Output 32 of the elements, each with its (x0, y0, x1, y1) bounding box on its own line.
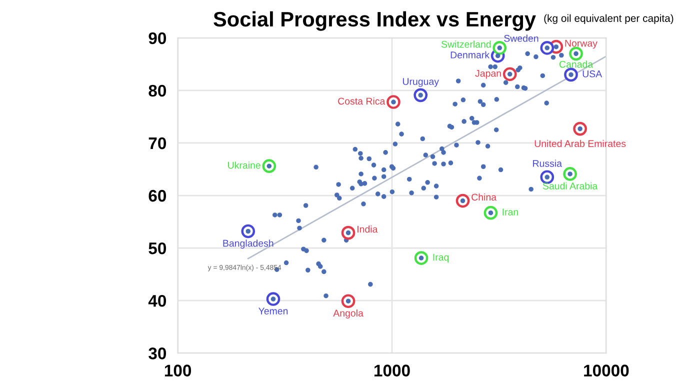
y-tick-label: 50 (148, 242, 166, 254)
data-label: Saudi Arabia (542, 182, 598, 190)
data-label: Ukraine (228, 162, 260, 169)
y-tick-label: 80 (148, 84, 166, 97)
data-label: Japan (475, 70, 501, 79)
data-label: Canada (559, 60, 594, 68)
y-tick-label: 30 (148, 348, 166, 360)
y-tick-label: 40 (148, 294, 166, 307)
data-label: United Arab Emirates (534, 140, 626, 148)
chart-title: Social Progress Index vs Energy (214, 11, 536, 31)
chart-subtitle: (kg oil equivalent per capita) (544, 14, 674, 24)
data-label: Iraq (433, 254, 449, 263)
data-label: USA (582, 70, 602, 78)
data-label: Switzerland (441, 40, 491, 48)
data-label: Iran (502, 208, 518, 216)
x-tick-label: 1000 (374, 364, 410, 376)
data-label: Russia (533, 160, 562, 167)
y-tick-label: 70 (148, 137, 166, 150)
data-label: Uruguay (402, 78, 439, 87)
x-tick-label: 100 (164, 364, 192, 376)
data-label: Bangladesh (223, 240, 274, 249)
data-label: Yemen (258, 308, 288, 314)
data-label: Costa Rica (338, 97, 386, 105)
y-tick-label: 90 (148, 32, 166, 44)
data-label: India (358, 226, 378, 233)
y-tick-label: 60 (148, 190, 166, 202)
data-label: China (472, 193, 497, 201)
data-label: Denmark (450, 51, 490, 58)
data-label: Norway (565, 40, 598, 49)
x-tick-label: 10000 (584, 364, 629, 376)
data-label: Sweden (504, 34, 538, 42)
data-label: Angola (333, 309, 364, 319)
